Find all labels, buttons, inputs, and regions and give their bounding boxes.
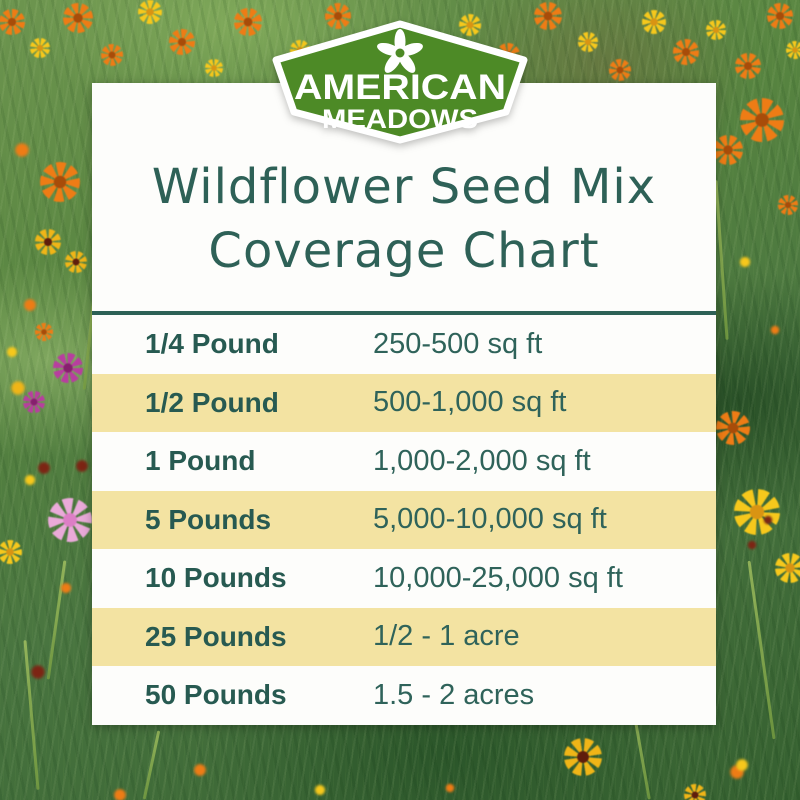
row-amount: 25 Pounds (145, 620, 287, 652)
table-row: 1/2 Pound 500-1,000 sq ft (92, 373, 716, 432)
row-amount: 1 Pound (145, 445, 256, 477)
page-title: Wildflower Seed Mix Coverage Chart (92, 155, 716, 283)
row-amount: 10 Pounds (145, 562, 287, 594)
coverage-table: 1/4 Pound 250-500 sq ft 1/2 Pound 500-1,000… (92, 315, 716, 725)
table-row: 50 Pounds 1.5 - 2 acres (92, 666, 716, 725)
row-coverage: 1/2 - 1 acre (373, 620, 520, 653)
logo-crest: AMERICAN MEADOWS (272, 20, 528, 144)
row-amount: 1/2 Pound (145, 386, 279, 418)
row-coverage: 1,000-2,000 sq ft (373, 444, 591, 477)
row-coverage: 500-1,000 sq ft (373, 386, 567, 419)
wildflower-bloom (0, 9, 25, 35)
table-top-rule (92, 311, 716, 315)
row-coverage: 1.5 - 2 acres (373, 678, 535, 711)
crest-shape (272, 20, 528, 144)
american-meadows-logo: AMERICAN MEADOWS (268, 20, 532, 144)
row-coverage: 250-500 sq ft (373, 327, 543, 360)
table-row: 5 Pounds 5,000-10,000 sq ft (92, 490, 716, 549)
row-amount: 5 Pounds (145, 503, 272, 535)
flower-star-icon (377, 29, 423, 73)
row-amount: 1/4 Pound (145, 328, 279, 360)
table-row: 25 Pounds 1/2 - 1 acre (92, 607, 716, 666)
table-row: 1 Pound 1,000-2,000 sq ft (92, 432, 716, 491)
row-coverage: 10,000-25,000 sq ft (373, 561, 623, 594)
row-amount: 50 Pounds (145, 679, 287, 711)
logo-text-line1: AMERICAN (294, 68, 506, 107)
title-line-2: Coverage Chart (208, 223, 600, 279)
table-row: 10 Pounds 10,000-25,000 sq ft (92, 549, 716, 608)
title-line-1: Wildflower Seed Mix (151, 159, 657, 215)
table-row: 1/4 Pound 250-500 sq ft (92, 315, 716, 374)
row-coverage: 5,000-10,000 sq ft (373, 503, 607, 536)
coverage-card: Wildflower Seed Mix Coverage Chart 1/4 P… (92, 83, 716, 725)
logo-text-line2: MEADOWS (322, 104, 478, 134)
